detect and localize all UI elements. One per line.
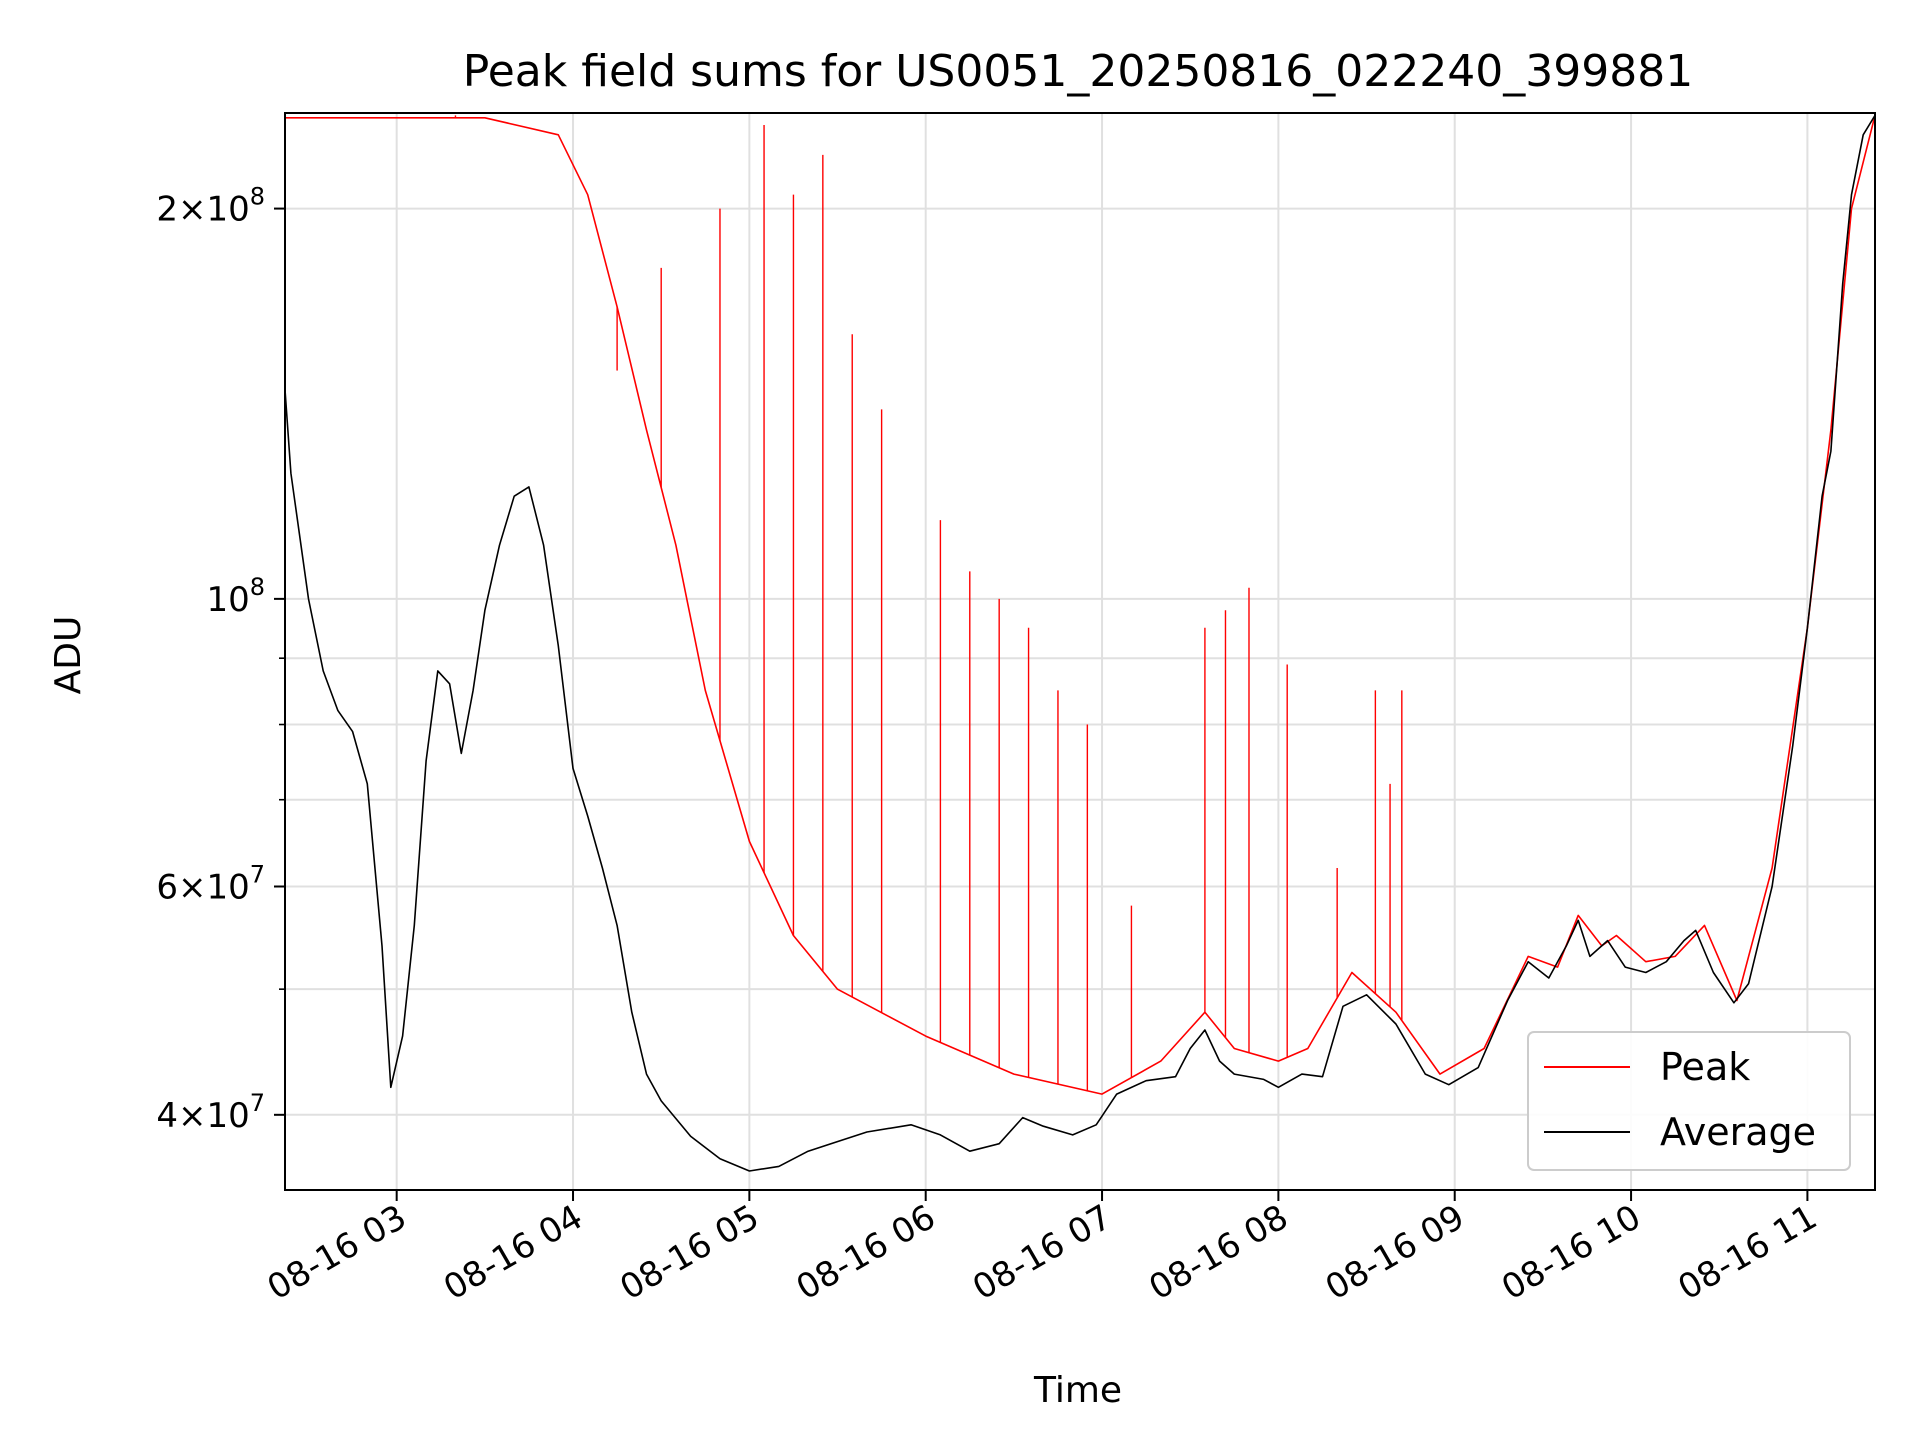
chart-title: Peak field sums for US0051_20250816_0222…: [463, 46, 1693, 97]
y-tick-label: 108: [206, 573, 265, 620]
legend: Peak Average: [1527, 1031, 1851, 1171]
y-axis-ticks: 4×107 6×107 108 2×108: [156, 183, 285, 1136]
y-axis-label: ADU: [48, 616, 89, 695]
legend-label-average: Average: [1660, 1110, 1816, 1154]
y-tick-label: 6×107: [156, 861, 265, 908]
legend-label-peak: Peak: [1660, 1045, 1750, 1089]
plot-data: [285, 114, 1875, 1172]
series-line-average: [285, 114, 1875, 1172]
y-tick-label: 4×107: [156, 1089, 265, 1136]
y-tick-label: 2×108: [156, 183, 265, 230]
x-axis-label: Time: [1033, 1370, 1122, 1411]
series-group: [285, 114, 1875, 1172]
grid-lines: [285, 113, 1875, 1190]
plot-frame: [284, 112, 1876, 1191]
series-line-peak: [285, 115, 1875, 1095]
